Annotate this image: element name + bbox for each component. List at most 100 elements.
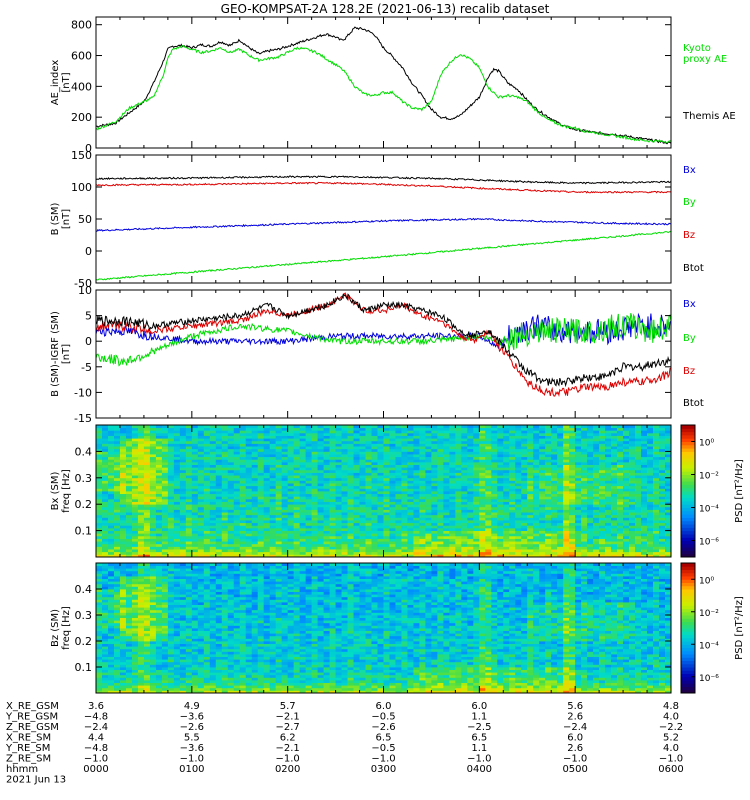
heatmap-cell	[305, 522, 313, 526]
heatmap-cell	[221, 525, 229, 529]
heatmap-cell	[413, 435, 420, 439]
heatmap-cell	[437, 549, 444, 553]
heatmap-cell	[203, 546, 211, 550]
heatmap-cell	[101, 522, 109, 526]
heatmap-cell	[407, 469, 414, 473]
heatmap-cell	[431, 512, 438, 516]
heatmap-cell	[377, 549, 384, 553]
heatmap-cell	[227, 543, 235, 547]
heatmap-cell	[407, 454, 414, 458]
heatmap-cell	[323, 438, 330, 442]
heatmap-cell	[245, 440, 253, 444]
heatmap-cell	[407, 530, 414, 534]
heatmap-cell	[509, 485, 516, 489]
heatmap-cell	[563, 475, 570, 479]
heatmap-cell	[659, 517, 666, 521]
heatmap-cell	[269, 514, 277, 518]
heatmap-cell	[497, 506, 504, 510]
heatmap-cell	[209, 427, 217, 431]
heatmap-cell	[365, 464, 372, 468]
heatmap-cell	[209, 461, 217, 465]
heatmap-cell	[587, 430, 594, 434]
heatmap-cell	[233, 448, 241, 452]
heatmap-cell	[215, 459, 223, 463]
heatmap-cell	[293, 488, 301, 492]
heatmap-cell	[551, 488, 558, 492]
heatmap-cell	[131, 533, 139, 537]
heatmap-cell	[251, 520, 259, 524]
heatmap-cell	[455, 443, 462, 447]
heatmap-cell	[227, 448, 235, 452]
heatmap-cell	[305, 477, 313, 481]
heatmap-cell	[479, 464, 486, 468]
heatmap-cell	[563, 427, 570, 431]
heatmap-cell	[251, 551, 259, 555]
heatmap-cell	[359, 504, 366, 508]
heatmap-cell	[569, 520, 576, 524]
heatmap-cell	[329, 514, 336, 518]
heatmap-cell	[257, 509, 265, 513]
heatmap-cell	[263, 512, 271, 516]
heatmap-cell	[617, 504, 624, 508]
series-line-bx	[96, 312, 671, 349]
heatmap-cell	[545, 425, 552, 429]
heatmap-cell	[395, 438, 402, 442]
heatmap-cell	[197, 512, 205, 516]
heatmap-cell	[533, 530, 540, 534]
heatmap-cell	[467, 554, 474, 558]
heatmap-cell	[545, 517, 552, 521]
heatmap-cell	[113, 443, 121, 447]
heatmap-cell	[347, 451, 354, 455]
heatmap-cell	[269, 551, 277, 555]
heatmap-cell	[233, 546, 241, 550]
heatmap-cell	[227, 522, 235, 526]
heatmap-cell	[239, 498, 247, 502]
heatmap-cell	[287, 432, 295, 436]
heatmap-cell	[269, 454, 277, 458]
heatmap-cell	[269, 525, 277, 529]
heatmap-cell	[587, 446, 594, 450]
heatmap-cell	[605, 491, 612, 495]
heatmap-cell	[497, 485, 504, 489]
heatmap-cell	[641, 525, 648, 529]
heatmap-cell	[323, 454, 330, 458]
heatmap-cell	[497, 427, 504, 431]
heatmap-cell	[371, 538, 378, 542]
heatmap-cell	[347, 448, 354, 452]
heatmap-cell	[317, 440, 324, 444]
heatmap-cell	[617, 496, 624, 500]
heatmap-cell	[107, 472, 115, 476]
heatmap-cell	[413, 498, 420, 502]
heatmap-cell	[563, 456, 570, 460]
heatmap-cell	[407, 451, 414, 455]
heatmap-cell	[341, 472, 348, 476]
heatmap-cell	[329, 509, 336, 513]
heatmap-cell	[611, 477, 618, 481]
heatmap-cell	[491, 446, 498, 450]
heatmap-cell	[611, 493, 618, 497]
heatmap-cell	[233, 461, 241, 465]
heatmap-cell	[113, 535, 121, 539]
heatmap-cell	[659, 541, 666, 545]
heatmap-cell	[227, 454, 235, 458]
heatmap-cell	[647, 527, 654, 531]
heatmap-cell	[269, 461, 277, 465]
heatmap-cell	[449, 522, 456, 526]
heatmap-cell	[479, 477, 486, 481]
heatmap-cell	[215, 493, 223, 497]
heatmap-cell	[575, 461, 582, 465]
heatmap-cell	[629, 533, 636, 537]
heatmap-cell	[155, 459, 163, 463]
heatmap-cell	[281, 538, 289, 542]
heatmap-cell	[329, 522, 336, 526]
heatmap-cell	[257, 435, 265, 439]
heatmap-cell	[503, 504, 510, 508]
heatmap-cell	[653, 493, 660, 497]
heatmap-cell	[251, 440, 259, 444]
heatmap-cell	[227, 546, 235, 550]
heatmap-cell	[563, 432, 570, 436]
heatmap-cell	[191, 522, 199, 526]
heatmap-cell	[125, 477, 133, 481]
heatmap-cell	[653, 480, 660, 484]
heatmap-cell	[401, 435, 408, 439]
